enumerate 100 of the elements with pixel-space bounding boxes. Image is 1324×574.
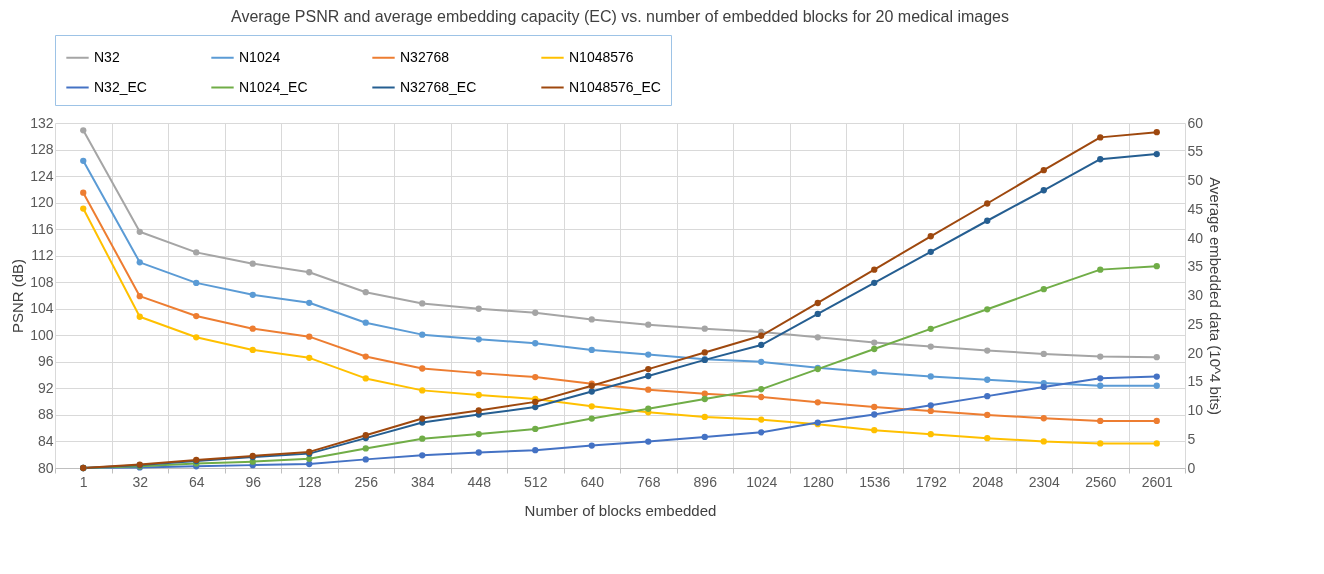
point: [758, 341, 765, 349]
point: [984, 376, 991, 383]
y-tick-label: 88: [37, 406, 54, 423]
point: [475, 430, 482, 438]
point: [588, 388, 595, 395]
x-tick-label: 640: [580, 473, 605, 490]
point: [1040, 166, 1047, 174]
point: [927, 325, 934, 333]
point: [871, 411, 878, 418]
point: [362, 445, 369, 452]
point: [927, 373, 934, 380]
y2-tick-label: 25: [1187, 315, 1204, 332]
point: [701, 325, 708, 332]
point: [306, 269, 313, 276]
point: [532, 403, 539, 411]
point: [249, 291, 256, 298]
point: [758, 429, 765, 436]
point: [645, 438, 652, 445]
point: [1040, 383, 1047, 391]
x-tick-label: 96: [245, 473, 262, 490]
point: [419, 415, 426, 422]
y-tick-label: 92: [37, 379, 54, 396]
y-tick-label: 80: [37, 459, 54, 476]
point: [701, 349, 708, 356]
point: [475, 369, 482, 377]
point: [532, 425, 539, 433]
point: [136, 313, 143, 320]
y-tick-label: 120: [30, 194, 54, 211]
x-tick-label: 256: [354, 473, 379, 490]
point: [588, 415, 595, 422]
point: [136, 293, 143, 300]
y-tick-label: 116: [31, 220, 54, 237]
x-tick-label: 32: [132, 473, 149, 490]
legend-label: N32_EC: [94, 78, 147, 95]
x-tick-label: 1280: [802, 473, 835, 490]
point: [645, 372, 652, 380]
point: [362, 353, 369, 360]
y2-tick-label: 40: [1187, 229, 1204, 246]
x-tick-label: 128: [298, 473, 322, 490]
point: [871, 403, 878, 411]
point: [927, 343, 934, 350]
point: [645, 405, 652, 412]
x-tick-label: 64: [188, 473, 205, 490]
point: [193, 334, 200, 341]
point: [871, 427, 878, 434]
x-axis-title: Number of blocks embedded: [524, 501, 717, 519]
y-tick-label: 128: [30, 141, 54, 158]
point: [1153, 382, 1160, 389]
point: [1153, 263, 1160, 270]
point: [927, 233, 934, 240]
point: [362, 456, 369, 463]
point: [871, 339, 878, 346]
point: [814, 299, 821, 307]
point: [701, 395, 708, 403]
point: [701, 413, 708, 421]
y2-axis-title: Average embedded data (10^4 bits): [1207, 177, 1225, 415]
y-tick-label: 124: [30, 167, 54, 184]
point: [1097, 266, 1104, 273]
point: [419, 387, 426, 394]
point: [758, 393, 765, 401]
point: [249, 325, 256, 332]
point: [1097, 417, 1104, 425]
x-tick-label: 384: [411, 473, 435, 490]
point: [419, 331, 426, 338]
point: [306, 299, 313, 306]
point: [475, 407, 482, 414]
point: [80, 189, 87, 196]
point: [193, 312, 200, 320]
point: [645, 386, 652, 393]
y-tick-label: 108: [30, 273, 54, 290]
point: [814, 334, 821, 341]
y-tick-label: 112: [31, 247, 54, 264]
y-tick-label: 100: [30, 326, 54, 343]
point: [475, 336, 482, 343]
legend-label: N1024_EC: [239, 78, 308, 95]
point: [80, 127, 87, 134]
y2-tick-label: 5: [1187, 430, 1196, 447]
point: [419, 452, 426, 459]
point: [193, 279, 200, 287]
x-tick-label: 512: [524, 473, 548, 490]
point: [532, 340, 539, 347]
y2-tick-label: 20: [1187, 344, 1204, 361]
point: [588, 346, 595, 354]
point: [758, 358, 765, 365]
y-tick-label: 104: [30, 300, 54, 317]
y2-tick-label: 30: [1187, 287, 1204, 303]
point: [1153, 440, 1160, 447]
point: [927, 431, 934, 438]
point: [475, 449, 482, 456]
legend-label: N1048576: [569, 48, 634, 65]
point: [984, 217, 991, 224]
point: [758, 332, 765, 339]
point: [532, 309, 539, 316]
x-tick-label: 1536: [859, 473, 891, 490]
point: [1153, 129, 1160, 136]
point: [871, 369, 878, 376]
point: [1097, 440, 1104, 447]
point: [814, 399, 821, 406]
x-tick-label: 2560: [1085, 473, 1117, 490]
point: [1040, 438, 1047, 445]
